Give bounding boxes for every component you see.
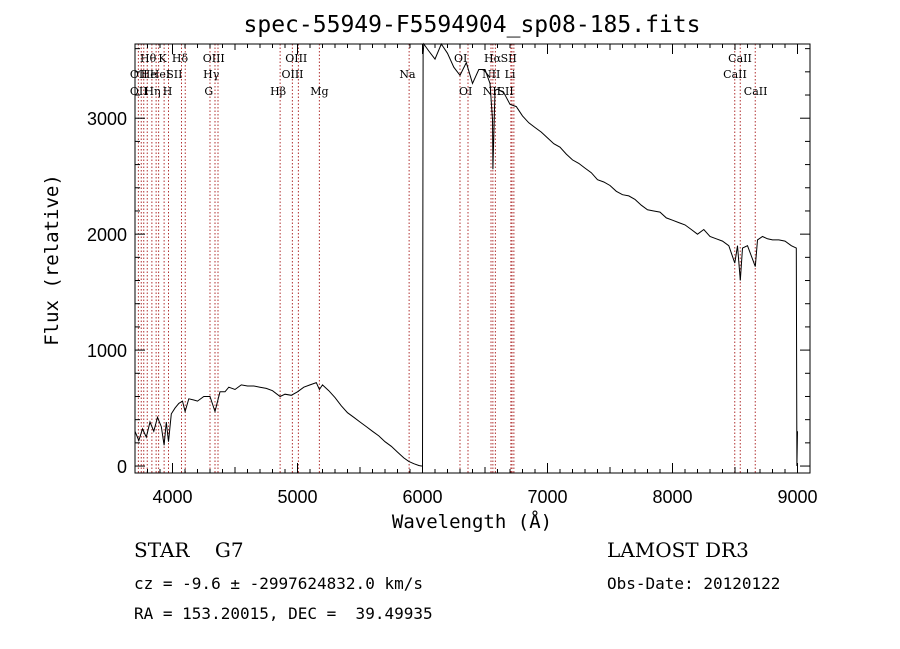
line-label: OII	[130, 85, 148, 98]
line-label: K	[158, 52, 167, 65]
line-label: He	[141, 68, 157, 81]
y-axis-label: Flux (relative)	[41, 174, 63, 346]
line-label: SII	[498, 85, 514, 98]
obs-date-text: Obs-Date: 20120122	[607, 574, 781, 593]
line-label: G	[204, 85, 213, 98]
x-tick-label: 8000	[652, 487, 692, 507]
line-label: OI	[454, 52, 467, 65]
line-label: OIII	[281, 68, 303, 81]
y-tick-label: 2000	[87, 225, 127, 245]
line-label: Li	[505, 68, 516, 81]
coordinates-text: RA = 153.20015, DEC = 39.49935	[134, 604, 433, 623]
line-label: H	[163, 85, 173, 98]
line-label: SII	[166, 68, 182, 81]
line-label: HeI	[150, 68, 170, 81]
plot-frame	[134, 43, 811, 474]
line-label: CaII	[728, 52, 752, 65]
y-tick-label: 1000	[87, 341, 127, 361]
line-label: Hθ	[140, 52, 157, 65]
line-label: OII	[130, 68, 148, 81]
line-label: Hβ	[270, 85, 286, 98]
x-tick-label: 5000	[277, 487, 317, 507]
line-label: CaII	[744, 85, 768, 98]
y-axis-ticks: 0 1000 2000 3000	[87, 48, 810, 477]
line-label: Hα	[484, 52, 502, 65]
x-tick-label: 9000	[777, 487, 817, 507]
line-label: OIII	[285, 52, 307, 65]
line-label: Hγ	[203, 68, 220, 81]
line-label: NII	[482, 68, 500, 81]
line-markers	[137, 44, 756, 473]
survey-text: LAMOST DR3	[607, 538, 749, 562]
spectrum-line	[134, 42, 798, 467]
redshift-text: cz = -9.6 ± -2997624832.0 km/s	[134, 574, 423, 593]
x-tick-label: 4000	[152, 487, 192, 507]
line-label: SII	[501, 52, 517, 65]
x-tick-label: 7000	[527, 487, 567, 507]
line-label: Hδ	[172, 52, 189, 65]
line-label: OI	[459, 85, 472, 98]
x-axis-ticks: 4000 5000 6000 7000 8000 9000	[147, 44, 818, 507]
classification-text: STAR G7	[134, 538, 244, 562]
y-tick-label: 3000	[87, 109, 127, 129]
line-label: CaII	[723, 68, 747, 81]
line-label: Hη	[144, 85, 160, 98]
x-axis-label: Wavelength (Å)	[392, 510, 552, 533]
line-label: OIII	[203, 52, 225, 65]
line-label: Mg	[310, 85, 328, 98]
line-label: Na	[399, 68, 416, 81]
x-tick-label: 6000	[402, 487, 442, 507]
line-label: NII	[483, 85, 501, 98]
y-tick-label: 0	[117, 457, 127, 477]
chart-title: spec-55949-F5594904_sp08-185.fits	[244, 12, 701, 38]
